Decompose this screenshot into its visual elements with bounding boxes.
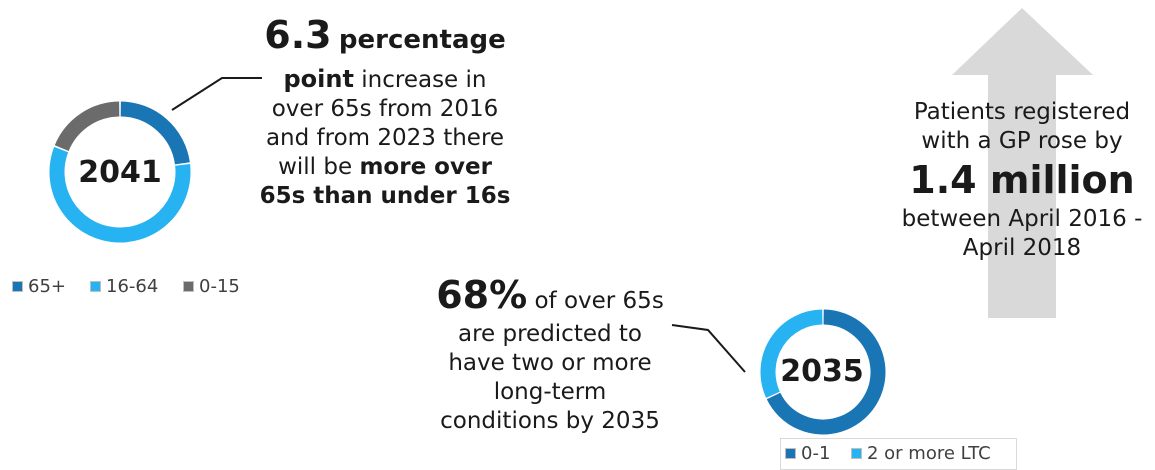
legend-label-0-15: 0-15 (199, 276, 240, 297)
legend-swatch-65plus (11, 280, 24, 293)
legend-item-0-15: 0-15 (182, 276, 240, 297)
stat-gp-text-3: between April 2016 - (901, 206, 1143, 233)
stat-over65-text-4a: will be (278, 153, 353, 180)
connector-line-2035 (671, 324, 746, 373)
stat-ltc-text-5: conditions by 2035 (440, 407, 660, 434)
legend-item-65plus: 65+ (11, 276, 66, 297)
legend-swatch-16-64 (89, 280, 102, 293)
stat-gp-text-2: with a GP rose by (921, 127, 1123, 154)
legend-label-2-or-more-ltc: 2 or more LTC (867, 443, 991, 464)
stat-gp-block: Patients registered with a GP rose by 1.… (890, 98, 1154, 263)
stat-over65-bold-3: more over (359, 153, 492, 180)
stat-ltc-text-3: have two or more (448, 349, 652, 376)
stat-over65-bold-4: 65s than under 16s (259, 182, 511, 209)
legend-label-0-1: 0-1 (801, 443, 831, 464)
stat-over65-block: 6.3 percentage point increase in over 65… (250, 13, 520, 211)
stat-over65-big-number: 6.3 (264, 13, 332, 57)
stat-over65-bold-1: percentage (338, 25, 506, 55)
stat-ltc-big-number: 68% (436, 273, 528, 317)
stat-over65-text-3: and from 2023 there (265, 124, 505, 151)
stat-ltc-text-2: are predicted to (457, 320, 642, 347)
legend-swatch-2-or-more-ltc (850, 447, 863, 460)
legend-swatch-0-1 (784, 447, 797, 460)
donut-chart-2041 (49, 101, 191, 243)
stat-ltc-text-4: long-term (493, 378, 607, 405)
connector-line-2041 (171, 77, 262, 111)
stat-gp-text-1: Patients registered (913, 99, 1131, 125)
legend-label-65plus: 65+ (28, 276, 66, 297)
donut-2041-slice-65plus (120, 101, 190, 165)
stat-over65-text-2: over 65s from 2016 (271, 95, 499, 122)
stat-gp-big-number: 1.4 million (909, 157, 1135, 202)
stat-ltc-text-1: of over 65s (534, 288, 664, 314)
donut-chart-2035 (760, 309, 886, 435)
stat-ltc-block: 68% of over 65s are predicted to have tw… (420, 273, 680, 436)
up-arrow-icon (952, 8, 1093, 318)
donut-2035-center-label: 2035 (780, 354, 864, 389)
legend-label-16-64: 16-64 (106, 276, 159, 297)
stat-over65-text-1: increase in (361, 66, 487, 93)
donut-2041-slice-0-15 (54, 101, 120, 152)
donut-2041-slice-16-64 (49, 146, 191, 243)
stat-gp-text-4: April 2018 (962, 235, 1082, 262)
donut-2035-slice-2-or-more-ltc (760, 309, 823, 398)
legend-item-16-64: 16-64 (89, 276, 159, 297)
legend-item-2-or-more-ltc: 2 or more LTC (850, 443, 991, 464)
donut-2035-slice-0-1 (766, 309, 886, 435)
stat-over65-bold-2: point (283, 64, 354, 93)
donut-2041-center-label: 2041 (78, 155, 162, 190)
legend-item-0-1: 0-1 (784, 443, 831, 464)
legend-swatch-0-15 (182, 280, 195, 293)
